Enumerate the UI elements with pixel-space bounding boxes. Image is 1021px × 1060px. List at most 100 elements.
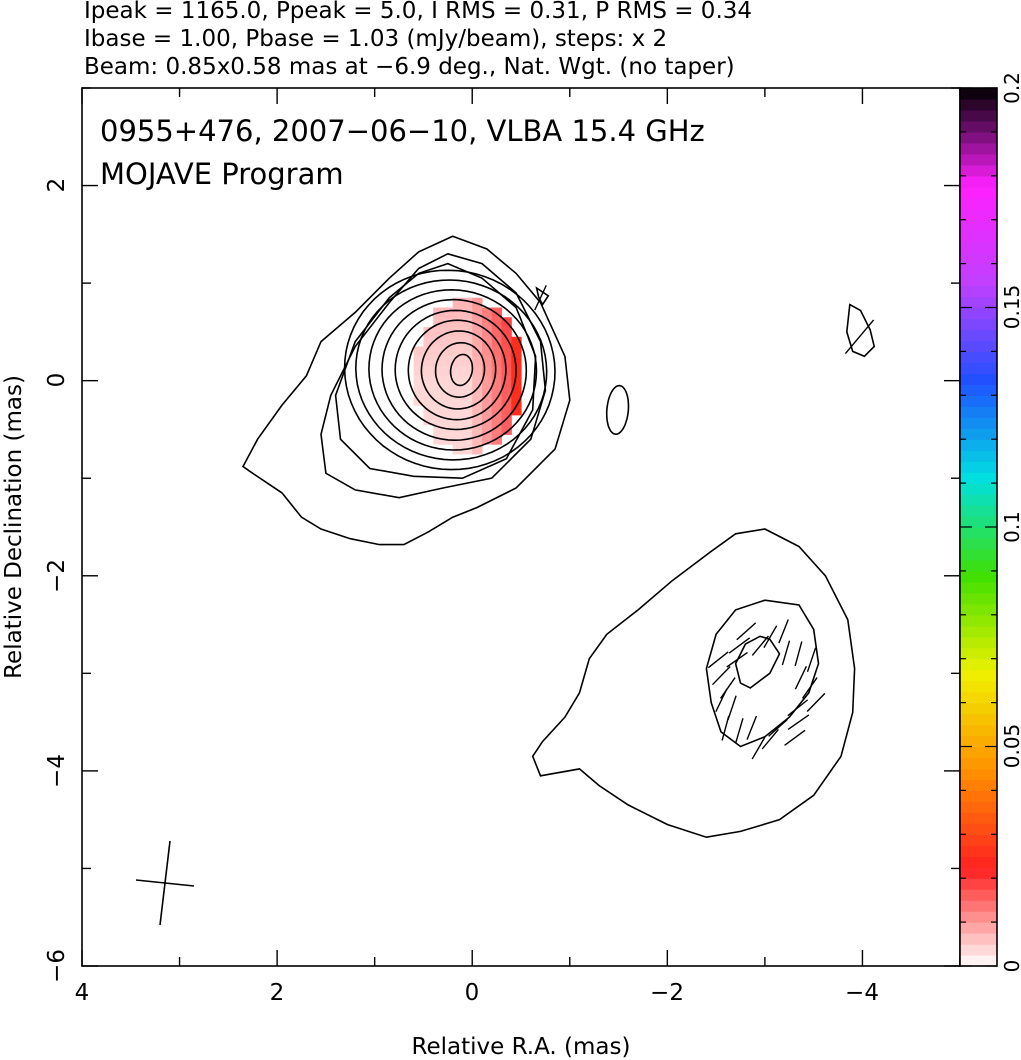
polarization-pixel [462, 307, 473, 318]
colorbar-band [960, 98, 997, 111]
polarization-pixel [491, 395, 503, 406]
evpa-tick [726, 651, 748, 668]
header-line-1: Ipeak = 1165.0, Ppeak = 5.0, I RMS = 0.3… [84, 0, 752, 24]
polarization-pixel [433, 395, 444, 406]
colorbar-band [960, 285, 997, 298]
colorbar-tick-label: 0.15 [1000, 285, 1021, 330]
evpa-tick [721, 715, 730, 741]
colorbar-band [960, 702, 997, 715]
polarization-pixel [433, 375, 444, 387]
polarization-pixel [433, 336, 444, 348]
intensity-contours [241, 235, 876, 839]
y-tick-label: −2 [44, 559, 70, 593]
colorbar-band [960, 461, 997, 473]
polarization-pixel [462, 297, 473, 309]
colorbar-band [960, 867, 997, 879]
colorbar-band [960, 922, 997, 934]
intensity-contour [605, 384, 630, 436]
colorbar-band [960, 801, 997, 813]
polarization-pixel [501, 336, 512, 348]
polarization-pixel [423, 327, 434, 338]
colorbar-band [960, 845, 997, 857]
intensity-contour [449, 353, 474, 387]
y-axis-label: Relative Declination (mas) [1, 375, 27, 679]
colorbar-band [960, 955, 997, 967]
colorbar-band [960, 878, 997, 890]
colorbar-band [960, 548, 997, 561]
colorbar-band [960, 175, 997, 188]
polarization-pixel [452, 366, 464, 377]
colorbar-tick-label: 0.2 [1000, 72, 1021, 104]
x-tick-label: 4 [75, 980, 90, 1006]
evpa-tick [727, 695, 737, 721]
polarization-pixel [423, 336, 434, 348]
colorbar-band [960, 439, 997, 451]
polarization-pixel [433, 424, 444, 435]
polarization-pixel [452, 405, 464, 416]
polarization-pixel [433, 434, 444, 445]
polarization-pixel [433, 327, 444, 338]
y-tick-label: 0 [44, 373, 70, 388]
intensity-contour [343, 269, 556, 471]
polarization-pixel [433, 356, 444, 367]
polarization-pixel [452, 317, 464, 328]
polarization-pixel [442, 395, 454, 406]
polarization-pixel [413, 346, 425, 357]
polarization-pixel [442, 405, 454, 416]
colorbar-band [960, 944, 997, 956]
evpa-tick [768, 718, 788, 737]
colorbar-band [960, 274, 997, 287]
polarization-pixel [472, 395, 483, 406]
colorbar-band [960, 636, 997, 649]
colorbar-band [960, 494, 997, 506]
colorbar-band [960, 109, 997, 122]
evpa-tick [719, 677, 736, 699]
intensity-contour [845, 303, 876, 358]
polarization-pixel [472, 327, 483, 338]
colorbar-band [960, 669, 997, 682]
polarization-pixel [472, 375, 483, 387]
polarization-pixel [472, 317, 483, 328]
evpa-tick [711, 666, 731, 686]
polarization-pixel [481, 327, 493, 338]
polarization-pixel [491, 317, 503, 328]
colorbar-band [960, 603, 997, 616]
polarization-pixel [491, 385, 503, 396]
colorbar-band [960, 768, 997, 781]
polarization-pixel [423, 375, 434, 387]
polarization-pixel [501, 346, 512, 357]
polarization-pixel [472, 424, 483, 435]
colorbar-band [960, 197, 997, 210]
colorbar-band [960, 812, 997, 824]
colorbar-band [960, 911, 997, 923]
colorbar-band [960, 241, 997, 254]
polarization-pixel [462, 317, 473, 328]
x-tick-label: 2 [270, 980, 285, 1006]
polarization-pixel [433, 405, 444, 416]
colorbar-band [960, 263, 997, 276]
colorbar-band [960, 779, 997, 791]
polarization-pixel [481, 395, 493, 406]
colorbar-band [960, 625, 997, 638]
colorbar-band [960, 428, 997, 440]
colorbar-band [960, 516, 997, 528]
evpa-tick [784, 729, 806, 746]
evpa-tick [715, 688, 728, 713]
colorbar-band [960, 120, 997, 133]
polarization-pixel [423, 414, 434, 426]
evpa-tick [794, 666, 808, 690]
evpa-tick [534, 285, 547, 311]
polarization-pixel [511, 375, 522, 387]
polarization-pixel [452, 346, 464, 357]
polarization-pixel [452, 375, 464, 387]
colorbar-band [960, 713, 997, 726]
intensity-contour [420, 330, 497, 410]
polarization-pixel [501, 405, 512, 416]
evpa-tick [746, 715, 758, 740]
polarization-pixel [501, 385, 512, 396]
polarization-pixel [433, 414, 444, 426]
x-tick-label: −2 [650, 980, 684, 1006]
polarization-pixel [511, 336, 522, 348]
polarization-pixel [491, 424, 503, 435]
